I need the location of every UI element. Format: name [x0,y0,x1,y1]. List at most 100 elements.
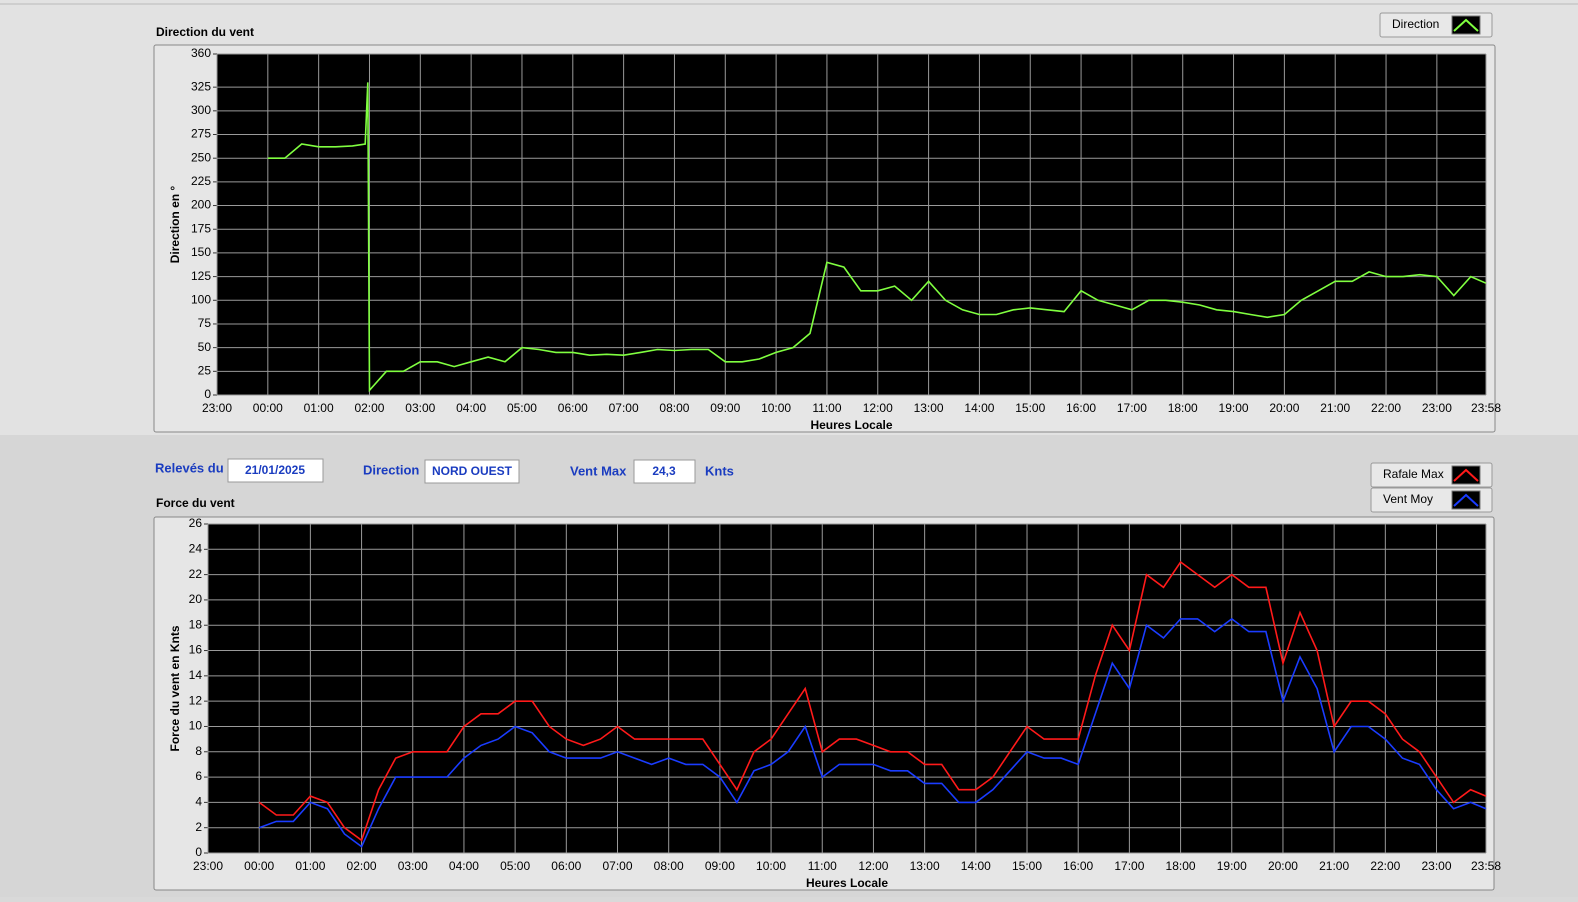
x-tick-label: 01:00 [295,859,325,873]
y-tick-label: 150 [191,245,211,259]
x-tick-label: 13:00 [910,859,940,873]
x-axis-label: Heures Locale [806,876,888,890]
x-tick-label: 06:00 [551,859,581,873]
x-tick-label: 18:00 [1168,401,1198,415]
x-tick-label: 16:00 [1063,859,1093,873]
x-tick-label: 03:00 [398,859,428,873]
y-tick-label: 300 [191,103,211,117]
series-line [258,617,1487,848]
y-tick-label: 0 [195,845,202,859]
y-tick-label: 100 [191,292,211,306]
legend-label: Rafale Max [1383,467,1444,481]
y-tick-label: 75 [198,316,212,330]
legend-icon [1453,18,1479,32]
y-tick-label: 275 [191,127,211,141]
y-tick-label: 2 [195,820,202,834]
x-tick-label: 04:00 [456,401,486,415]
direction-label: Direction [363,462,419,477]
x-tick-label: 22:00 [1370,859,1400,873]
x-tick-label: 14:00 [964,401,994,415]
x-tick-label: 21:00 [1320,401,1350,415]
direction-field[interactable] [424,459,520,484]
y-tick-label: 225 [191,174,211,188]
x-tick-label: 00:00 [244,859,274,873]
x-tick-label: 17:00 [1114,859,1144,873]
x-tick-label: 23:58 [1471,401,1501,415]
y-tick-label: 10 [189,719,203,733]
x-tick-label: 11:00 [812,401,841,415]
x-tick-label: 03:00 [405,401,435,415]
x-tick-label: 05:00 [507,401,537,415]
y-tick-label: 6 [195,769,202,783]
y-tick-label: 20 [189,592,203,606]
x-tick-label: 10:00 [756,859,786,873]
x-tick-label: 23:00 [1422,401,1452,415]
x-tick-label: 05:00 [500,859,530,873]
x-tick-label: 18:00 [1166,859,1196,873]
x-tick-label: 00:00 [253,401,283,415]
date-field[interactable] [227,458,324,483]
x-tick-label: 19:00 [1219,401,1249,415]
x-tick-label: 08:00 [654,859,684,873]
y-tick-label: 175 [191,221,211,235]
plot-area [208,524,1486,853]
legend-label: Vent Moy [1383,492,1433,506]
y-tick-label: 0 [204,387,211,401]
x-tick-label: 02:00 [354,401,384,415]
legend-swatch [1451,490,1481,510]
x-tick-label: 15:00 [1015,401,1045,415]
x-tick-label: 08:00 [659,401,689,415]
y-tick-label: 18 [189,617,203,631]
x-tick-label: 07:00 [602,859,632,873]
legend-icon [1453,468,1479,482]
y-tick-label: 25 [198,363,212,377]
x-tick-label: 01:00 [304,401,334,415]
x-tick-label: 23:00 [202,401,232,415]
y-tick-label: 250 [191,150,211,164]
y-tick-label: 16 [189,643,203,657]
legend-icon [1453,493,1479,507]
x-axis-label: Heures Locale [810,418,892,432]
series-line [258,560,1487,842]
legend-swatch [1451,15,1481,35]
x-tick-label: 20:00 [1268,859,1298,873]
x-tick-label: 14:00 [961,859,991,873]
y-axis-label: Direction en ° [168,186,182,264]
y-tick-label: 4 [195,795,202,809]
y-tick-label: 26 [189,516,203,530]
vent-max-field[interactable] [633,459,696,484]
y-tick-label: 50 [198,340,212,354]
x-tick-label: 16:00 [1066,401,1096,415]
x-tick-label: 04:00 [449,859,479,873]
date-value: 21/01/2025 [245,463,305,477]
y-tick-label: 12 [189,693,203,707]
y-tick-label: 200 [191,198,211,212]
x-tick-label: 23:58 [1471,859,1501,873]
y-tick-label: 8 [195,744,202,758]
y-tick-label: 22 [189,567,203,581]
x-tick-label: 13:00 [914,401,944,415]
x-tick-label: 10:00 [761,401,791,415]
x-tick-label: 12:00 [863,401,893,415]
x-tick-label: 07:00 [609,401,639,415]
direction-value: NORD OUEST [432,464,513,478]
chart-title: Force du vent [156,496,235,510]
x-tick-label: 23:00 [193,859,223,873]
x-tick-label: 22:00 [1371,401,1401,415]
y-tick-label: 125 [191,269,211,283]
x-tick-label: 15:00 [1012,859,1042,873]
y-tick-label: 14 [189,668,203,682]
plot-area [217,54,1486,395]
x-tick-label: 20:00 [1269,401,1299,415]
legend-swatch [1451,465,1481,485]
x-tick-label: 12:00 [858,859,888,873]
x-tick-label: 02:00 [347,859,377,873]
y-tick-label: 360 [191,46,211,60]
vent-max-value: 24,3 [652,464,676,478]
y-axis-label: Force du vent en Knts [168,625,182,751]
unit-label: Knts [705,463,734,478]
x-tick-label: 11:00 [808,859,837,873]
x-tick-label: 17:00 [1117,401,1147,415]
x-tick-label: 09:00 [705,859,735,873]
